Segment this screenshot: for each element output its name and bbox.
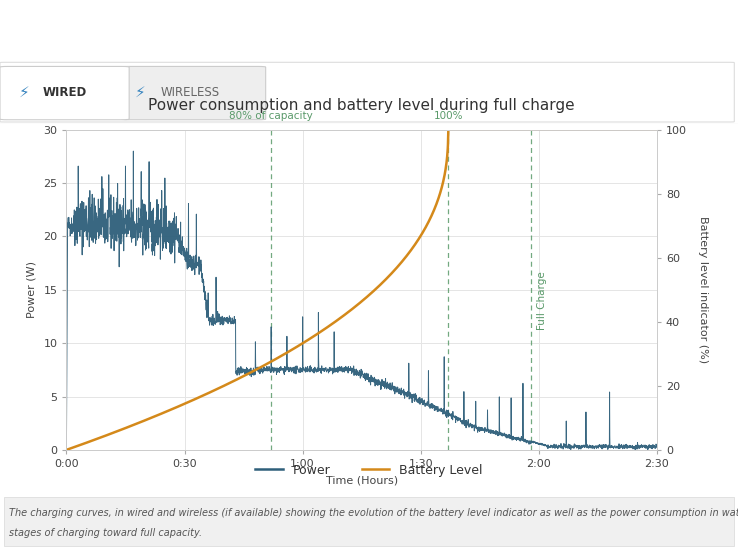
- Text: stages of charging toward full capacity.: stages of charging toward full capacity.: [9, 528, 202, 538]
- FancyBboxPatch shape: [122, 66, 266, 120]
- Text: WIRED: WIRED: [43, 86, 87, 99]
- Text: The charging curves, in wired and wireless (if available) showing the evolution : The charging curves, in wired and wirele…: [9, 508, 738, 518]
- Y-axis label: Power (W): Power (W): [27, 261, 36, 319]
- FancyBboxPatch shape: [0, 66, 129, 120]
- X-axis label: Time (Hours): Time (Hours): [325, 476, 398, 486]
- Text: Full Charge: Full Charge: [537, 271, 547, 330]
- Text: 100%: 100%: [433, 111, 463, 121]
- Text: ⚡: ⚡: [135, 85, 146, 100]
- Title: Power consumption and battery level during full charge: Power consumption and battery level duri…: [148, 98, 575, 113]
- Legend: Power, Battery Level: Power, Battery Level: [250, 459, 488, 482]
- Y-axis label: Battery level indicator (%): Battery level indicator (%): [698, 216, 708, 363]
- Text: ⚡: ⚡: [18, 85, 30, 100]
- Text: 80% of capacity: 80% of capacity: [230, 111, 313, 121]
- Text: WIRELESS: WIRELESS: [161, 86, 220, 99]
